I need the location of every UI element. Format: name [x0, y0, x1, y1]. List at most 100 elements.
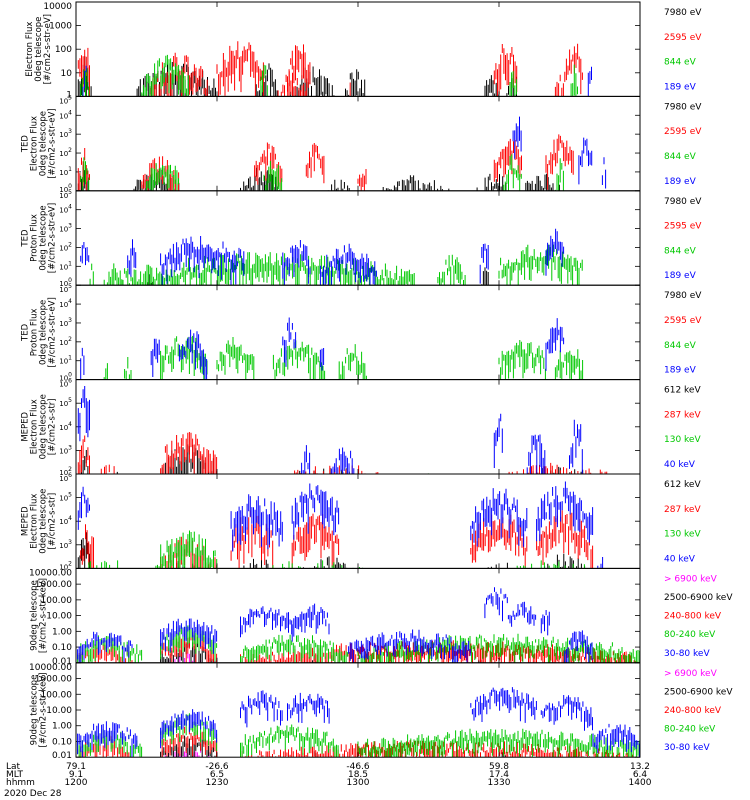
series-legend-label: 2595 eV [664, 33, 702, 43]
y-axis-title-line: 0deg telescope [39, 111, 49, 176]
y-tick-label: 104 [59, 515, 72, 526]
series-line [512, 116, 607, 189]
y-tick-label: 100 [55, 45, 72, 55]
series-legend-label: 40 keV [664, 460, 696, 470]
y-axis-title-line: TED [21, 323, 31, 342]
y-tick-label: 101 [59, 166, 72, 177]
y-axis-title-line: MEPED [21, 411, 31, 441]
y-axis-title-line: TED [21, 229, 31, 248]
y-tick-label: 1.00 [52, 627, 72, 637]
y-axis-title-line: [#/cm2-s-str-keV] [39, 673, 49, 748]
y-axis-title-line: 0deg telescope [39, 489, 49, 554]
y-tick-label: 100 [59, 372, 72, 383]
y-tick-label: 103 [59, 223, 72, 234]
plot-area [76, 587, 640, 663]
series-legend-label: 7980 eV [664, 102, 702, 112]
series-line [77, 386, 583, 474]
y-axis-title-line: Electron Flux [30, 494, 40, 549]
y-tick-label: 105 [59, 397, 72, 408]
y-tick-label: 100.00 [41, 690, 73, 700]
series-line [147, 267, 489, 286]
series-legend-label: 612 keV [664, 480, 701, 490]
series-legend-label: 2595 eV [664, 127, 702, 137]
y-axis-title-line: [#/cm2-s-str-eV] [48, 297, 58, 367]
flux-panel-7: 10000.001000.00100.0010.001.000.100.0190… [29, 567, 733, 667]
plot-area [77, 41, 592, 97]
series-legend-label: 2500-6900 keV [664, 687, 733, 697]
y-tick-label: 102 [59, 466, 72, 477]
series-legend-label: 287 keV [664, 410, 701, 420]
y-tick-label: 103 [59, 444, 72, 455]
y-axis-title-line: [#/cm2-s-str] [48, 493, 58, 550]
x-tick-label: 9.1 [69, 770, 83, 780]
y-tick-label: 1000 [49, 22, 72, 32]
y-tick-label: 106 [59, 378, 72, 389]
series-line [77, 41, 583, 97]
series-legend-label: 844 eV [664, 58, 697, 68]
x-tick-label: -46.6 [346, 762, 370, 772]
y-tick-label: 105 [59, 94, 72, 105]
y-axis-title-line: 90deg telescope [30, 580, 40, 651]
y-tick-label: 10.00 [46, 706, 72, 716]
y-tick-label: 105 [59, 492, 72, 503]
series-legend-label: 80-240 keV [664, 725, 716, 735]
x-tick-label: 1300 [347, 778, 370, 788]
y-tick-label: 105 [59, 283, 72, 294]
y-axis-title-line: 0deg telescope [34, 17, 44, 82]
flux-panel-1: 10000 1000 100 10 1 Electron Flux0deg telesco… [25, 1, 702, 100]
series-line [77, 432, 608, 474]
series-legend-label: 844 eV [664, 341, 697, 351]
series-line [80, 54, 578, 97]
y-axis-title-line: Electron Flux [30, 116, 40, 171]
plot-area [76, 687, 640, 758]
hhmm-label: hhmm [6, 778, 35, 788]
y-tick-label: 0.10 [52, 737, 72, 747]
series-legend-label: 189 eV [664, 271, 697, 281]
series-legend-label: 7980 eV [664, 8, 702, 18]
y-tick-label: 100 [59, 183, 72, 194]
series-legend-label: 612 keV [664, 386, 701, 396]
y-tick-label: 101 [59, 260, 72, 271]
y-axis-title-line: Proton Flux [30, 309, 40, 357]
y-tick-label: 102 [59, 147, 72, 158]
y-tick-label: 100.00 [41, 596, 73, 606]
plot-area [77, 116, 607, 191]
series-legend-label: 189 eV [664, 366, 697, 376]
y-axis-title: TEDProton Flux0deg telescope[#/cm2-s-str… [21, 297, 58, 367]
y-axis-title-line: TED [21, 135, 31, 154]
series-legend-label: 7980 eV [664, 291, 702, 301]
lat-label: Lat [6, 762, 21, 772]
series-legend-label: 287 keV [664, 505, 701, 515]
series-line [76, 687, 640, 758]
x-tick-label: 1330 [488, 778, 511, 788]
plot-area [80, 317, 584, 380]
y-tick-label: 106 [59, 472, 72, 483]
series-legend-label: 2595 eV [664, 222, 702, 232]
series-line [88, 530, 595, 569]
y-axis-title-line: Proton Flux [30, 214, 40, 262]
plot-area [80, 228, 583, 286]
y-tick-label: 104 [59, 298, 72, 309]
series-legend-label: 80-240 keV [664, 630, 716, 640]
series-legend-label: 240-800 keV [664, 612, 722, 622]
y-axis-title: TEDProton Flux0deg telescope[#/cm2-s-str… [21, 203, 58, 273]
x-tick-label: 79.1 [66, 762, 86, 772]
series-legend-label: 30-80 keV [664, 743, 710, 753]
y-axis-title-line: 0deg telescope [39, 394, 49, 459]
y-axis-title: 90deg telescope[#/cm2-s-str-keV] [30, 673, 49, 748]
y-tick-label: 103 [59, 317, 72, 328]
series-legend-label: 844 eV [664, 152, 697, 162]
y-axis-title-line: [#/cm2-s-str-eV] [48, 203, 58, 273]
x-tick-label: 18.5 [348, 770, 368, 780]
series-line [103, 335, 584, 380]
y-tick-label: 1 [66, 90, 72, 100]
y-tick-label: 105 [59, 189, 72, 200]
x-tick-label: 1400 [629, 778, 652, 788]
y-tick-label: 104 [59, 421, 72, 432]
y-tick-label: 1.00 [52, 722, 72, 732]
y-tick-label: 0.01 [52, 751, 72, 761]
